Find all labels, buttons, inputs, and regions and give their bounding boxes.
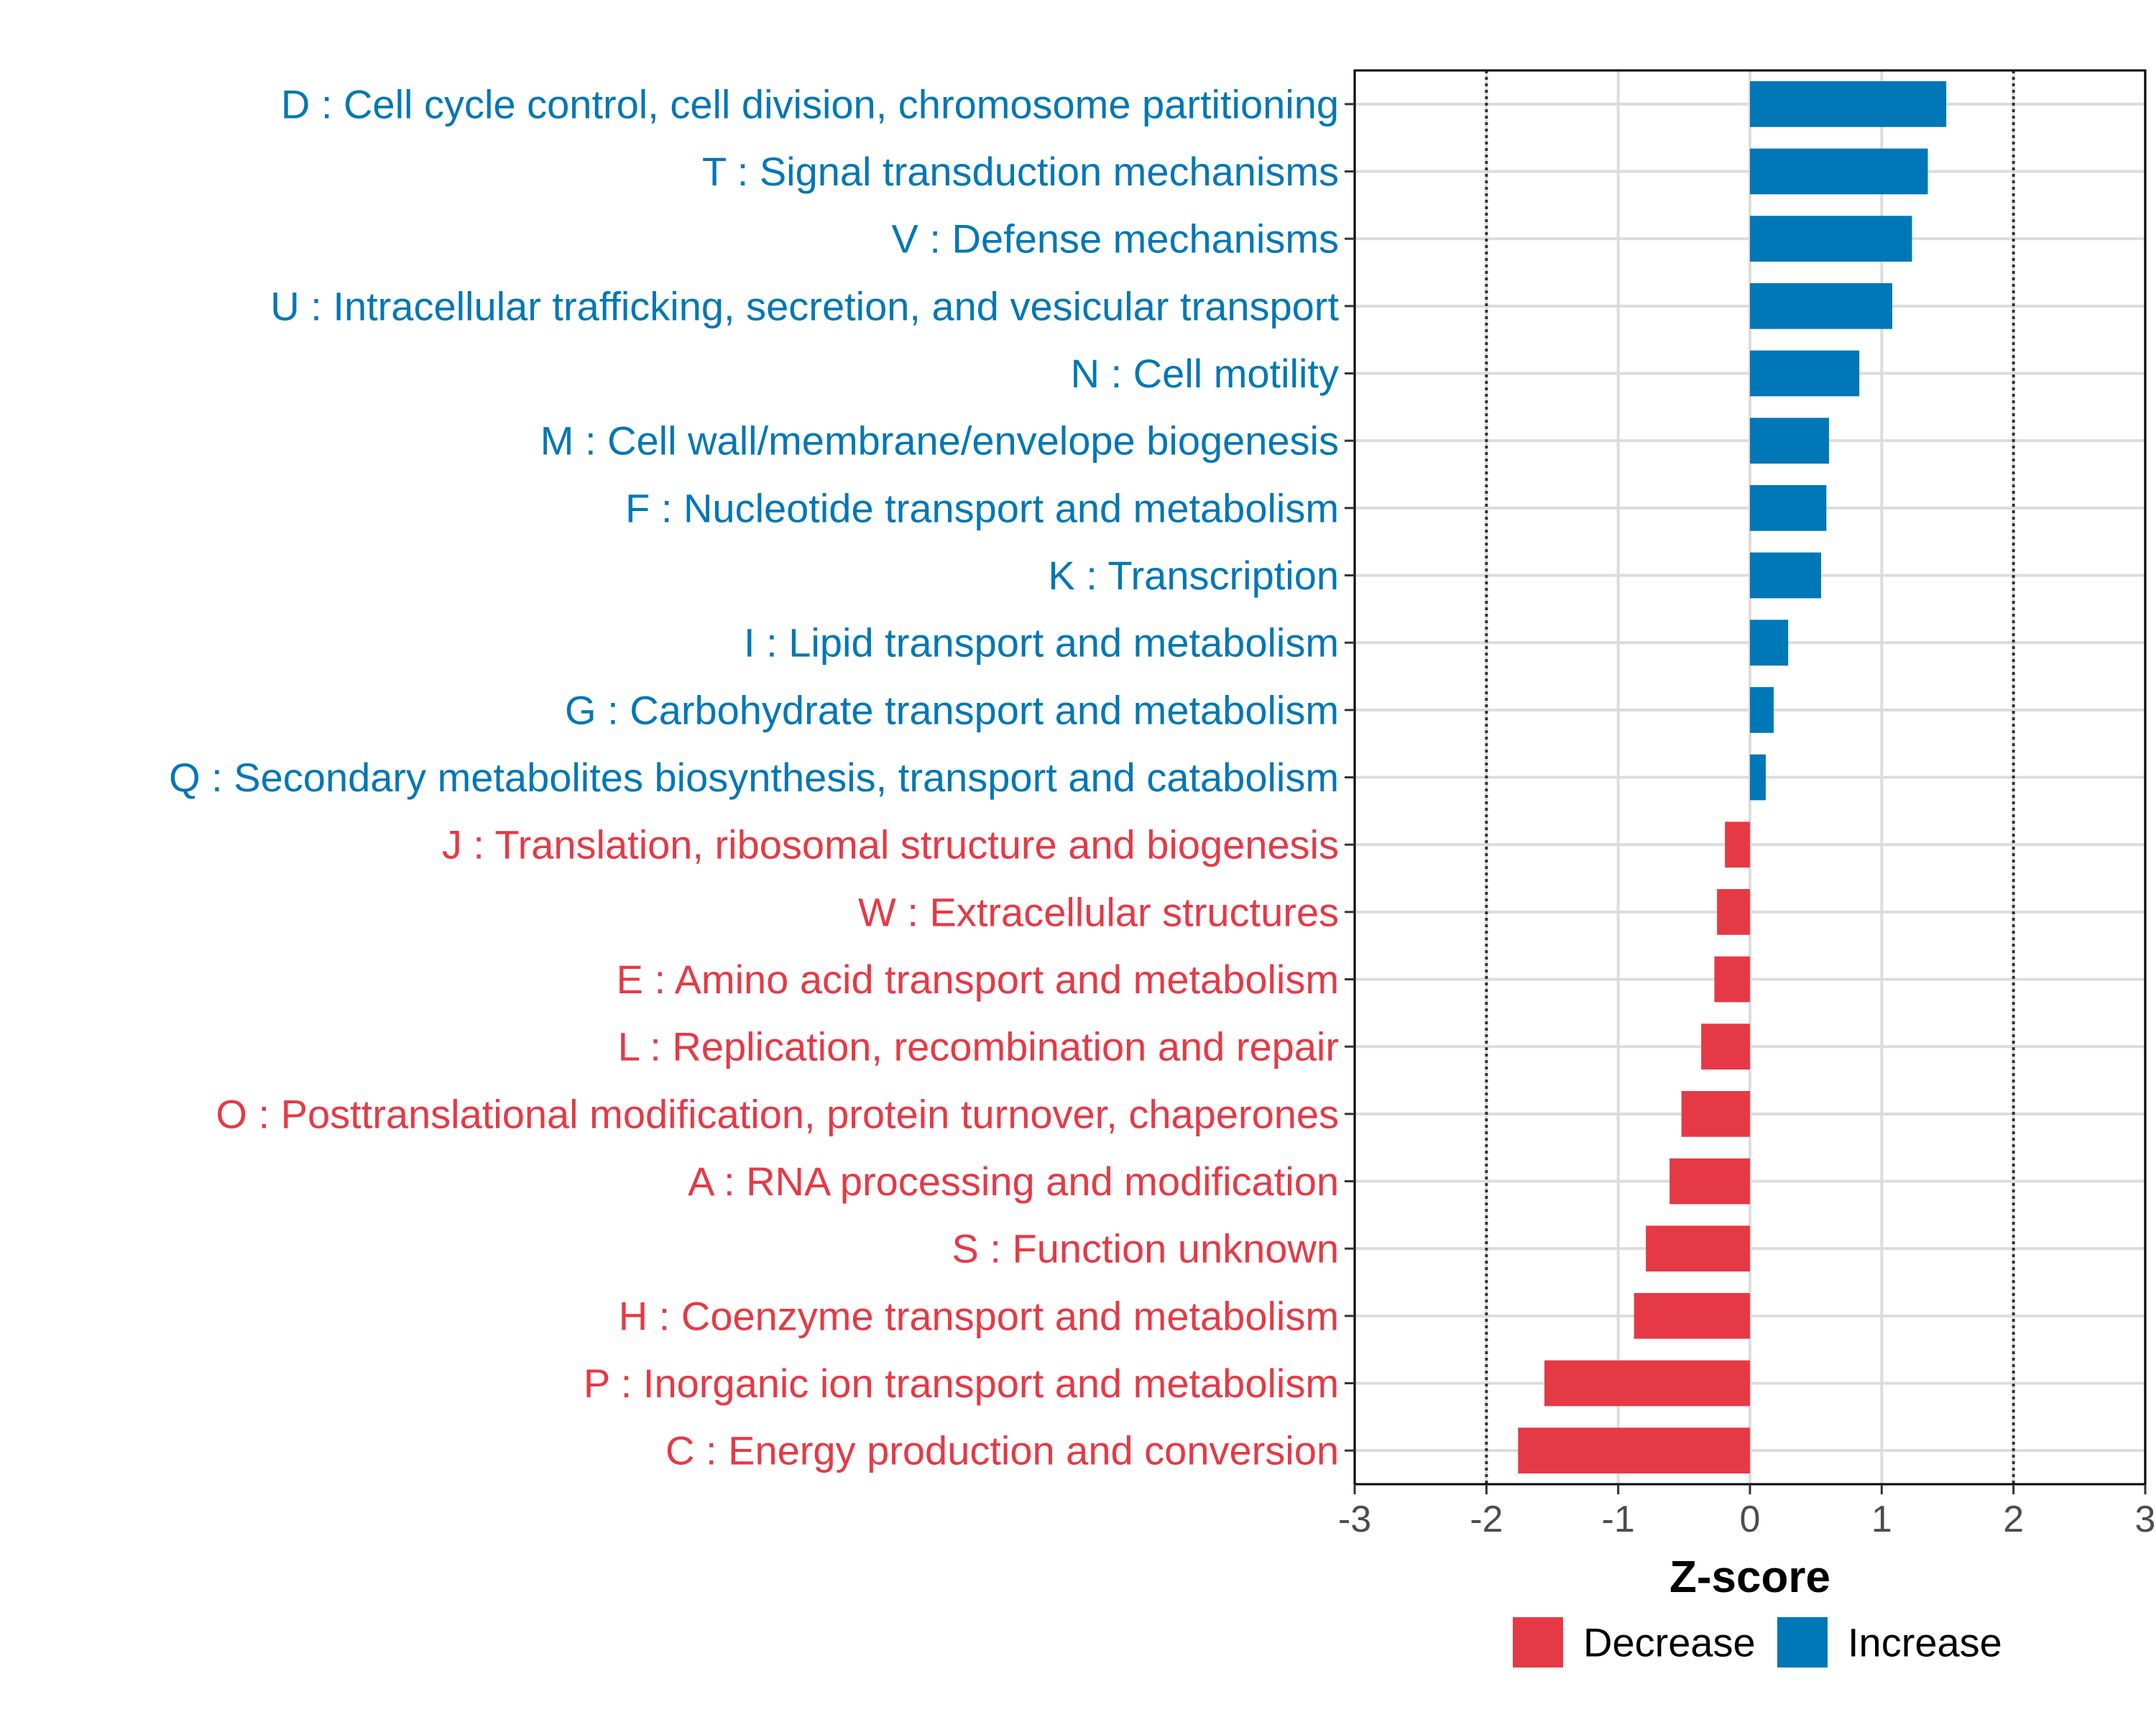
- category-label: L : Replication, recombination and repai…: [618, 1024, 1339, 1070]
- bar: [1750, 418, 1829, 464]
- category-label: K : Transcription: [1048, 553, 1339, 598]
- bar: [1544, 1360, 1750, 1407]
- bar: [1681, 1090, 1750, 1137]
- category-label: D : Cell cycle control, cell division, c…: [281, 81, 1339, 126]
- category-label: G : Carbohydrate transport and metabolis…: [565, 687, 1339, 732]
- category-label: J : Translation, ribosomal structure and…: [442, 822, 1339, 868]
- category-label: P : Inorganic ion transport and metaboli…: [584, 1361, 1339, 1406]
- legend-key: [1513, 1617, 1563, 1668]
- bar: [1750, 754, 1766, 801]
- category-label: F : Nucleotide transport and metabolism: [625, 485, 1339, 530]
- x-tick-label: -1: [1602, 1499, 1635, 1540]
- category-label: H : Coenzyme transport and metabolism: [619, 1293, 1339, 1338]
- bar: [1725, 822, 1750, 868]
- bar: [1646, 1225, 1750, 1272]
- bar: [1750, 148, 1928, 195]
- x-tick-label: 2: [2003, 1499, 2024, 1540]
- x-tick-label: 1: [1871, 1499, 1892, 1540]
- bar: [1714, 956, 1750, 1003]
- y-axis: D : Cell cycle control, cell division, c…: [169, 81, 1355, 1473]
- category-label: U : Intracellular trafficking, secretion…: [270, 283, 1339, 328]
- x-axis: -3 -2 -1 0 1 2 3: [1338, 1484, 2156, 1540]
- bar: [1717, 888, 1750, 935]
- x-axis-title: Z-score: [1669, 1552, 1830, 1602]
- category-label: T : Signal transduction mechanisms: [702, 149, 1339, 194]
- legend-label: Increase: [1848, 1620, 2002, 1665]
- bar: [1750, 350, 1860, 397]
- category-label: M : Cell wall/membrane/envelope biogenes…: [540, 418, 1339, 464]
- legend-key: [1777, 1617, 1828, 1668]
- reference-lines: [1485, 70, 2015, 1484]
- bar: [1750, 686, 1774, 733]
- x-tick-label: -3: [1338, 1499, 1371, 1540]
- bar: [1669, 1158, 1750, 1205]
- legend: Decrease Increase: [1513, 1617, 2002, 1668]
- x-tick-label: 3: [2135, 1499, 2156, 1540]
- category-label: O : Posttranslational modification, prot…: [216, 1091, 1339, 1136]
- category-label: I : Lipid transport and metabolism: [744, 620, 1339, 666]
- x-tick-label: 0: [1740, 1499, 1761, 1540]
- bar: [1750, 620, 1789, 666]
- bar: [1750, 80, 1947, 127]
- category-label: V : Defense mechanisms: [892, 216, 1339, 262]
- category-label: W : Extracellular structures: [858, 889, 1339, 934]
- bar: [1518, 1427, 1750, 1474]
- bar: [1750, 216, 1912, 262]
- bar: [1750, 552, 1821, 599]
- bar: [1750, 282, 1892, 329]
- legend-label: Decrease: [1583, 1620, 1756, 1665]
- bars: [1518, 80, 1947, 1474]
- bar: [1750, 484, 1827, 531]
- x-tick-label: -2: [1470, 1499, 1503, 1540]
- category-label: C : Energy production and conversion: [665, 1428, 1339, 1473]
- bar: [1634, 1292, 1750, 1339]
- category-label: Q : Secondary metabolites biosynthesis, …: [169, 755, 1339, 800]
- category-label: S : Function unknown: [952, 1226, 1339, 1271]
- category-label: E : Amino acid transport and metabolism: [617, 957, 1339, 1002]
- category-label: A : RNA processing and modification: [688, 1159, 1339, 1204]
- bar: [1701, 1024, 1750, 1070]
- category-label: N : Cell motility: [1071, 351, 1339, 396]
